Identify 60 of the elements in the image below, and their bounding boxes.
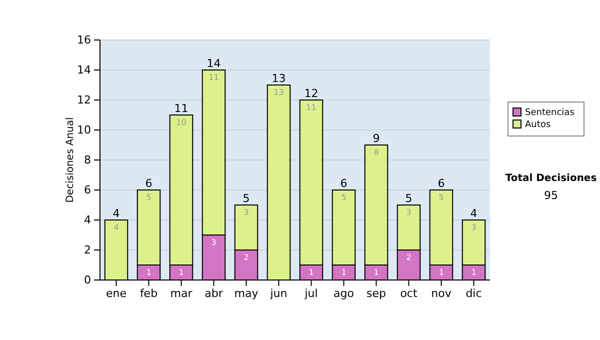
data-label: 1 bbox=[178, 268, 184, 277]
total-label: 13 bbox=[272, 72, 286, 85]
data-label: 2 bbox=[244, 253, 249, 262]
total-label: 6 bbox=[340, 177, 348, 190]
data-label: 8 bbox=[374, 148, 379, 157]
total-label: 12 bbox=[304, 87, 318, 100]
x-tick-label: mar bbox=[170, 286, 193, 300]
x-tick-label: oct bbox=[400, 286, 418, 300]
x-tick-label: feb bbox=[140, 286, 158, 300]
data-label: 3 bbox=[406, 208, 412, 217]
total-label: 5 bbox=[405, 192, 412, 205]
total-label: 6 bbox=[438, 177, 445, 190]
data-label: 5 bbox=[438, 193, 444, 202]
y-tick-label: 2 bbox=[84, 244, 91, 257]
text: Total Decisiones bbox=[505, 173, 597, 184]
x-tick-label: jul bbox=[304, 286, 318, 300]
total-label: 4 bbox=[470, 207, 478, 220]
data-label: 4 bbox=[114, 223, 119, 232]
data-label: 3 bbox=[211, 238, 216, 247]
y-tick-label: 8 bbox=[84, 154, 91, 167]
data-label: 1 bbox=[146, 268, 152, 277]
data-label: 1 bbox=[374, 268, 379, 277]
y-tick-label: 4 bbox=[84, 214, 91, 227]
x-tick-label: may bbox=[234, 286, 259, 300]
data-label: 5 bbox=[341, 193, 346, 202]
data-label: 2 bbox=[406, 253, 412, 262]
total-label: 6 bbox=[145, 177, 152, 190]
y-tick-label: 14 bbox=[77, 64, 91, 77]
data-label: 13 bbox=[274, 88, 284, 97]
data-label: 1 bbox=[308, 268, 314, 277]
y-tick-label: 10 bbox=[77, 124, 91, 137]
total-label: 11 bbox=[174, 102, 188, 115]
x-tick-label: dic bbox=[466, 286, 482, 300]
y-tick-label: 0 bbox=[84, 274, 91, 287]
y-tick-label: 12 bbox=[77, 94, 91, 107]
x-tick-label: nov bbox=[431, 286, 452, 300]
y-axis-title: Decisiones Anual bbox=[65, 117, 76, 203]
data-label: 11 bbox=[208, 73, 219, 82]
data-label: 5 bbox=[146, 193, 152, 202]
x-tick-label: ago bbox=[334, 286, 354, 300]
x-tick-label: jun bbox=[269, 286, 288, 300]
data-label: 3 bbox=[471, 223, 476, 232]
legend-label: Sentencias bbox=[525, 108, 575, 118]
x-tick-label: abr bbox=[204, 286, 224, 300]
total-label: 4 bbox=[112, 207, 120, 220]
y-tick-label: 6 bbox=[84, 184, 91, 197]
x-tick-label: ene bbox=[106, 286, 127, 300]
data-label: 11 bbox=[306, 103, 316, 112]
x-tick-label: sep bbox=[366, 286, 386, 300]
total-label: 9 bbox=[372, 132, 380, 145]
data-label: 1 bbox=[471, 268, 476, 277]
text: 95 bbox=[544, 189, 558, 202]
data-label: 3 bbox=[244, 208, 249, 217]
data-label: 10 bbox=[176, 118, 186, 127]
total-label: 5 bbox=[242, 192, 250, 205]
data-label: 1 bbox=[341, 268, 346, 277]
y-tick-label: 16 bbox=[77, 34, 91, 47]
data-label: 1 bbox=[438, 268, 444, 277]
total-label: 14 bbox=[206, 57, 221, 70]
legend-label: Autos bbox=[525, 120, 551, 130]
